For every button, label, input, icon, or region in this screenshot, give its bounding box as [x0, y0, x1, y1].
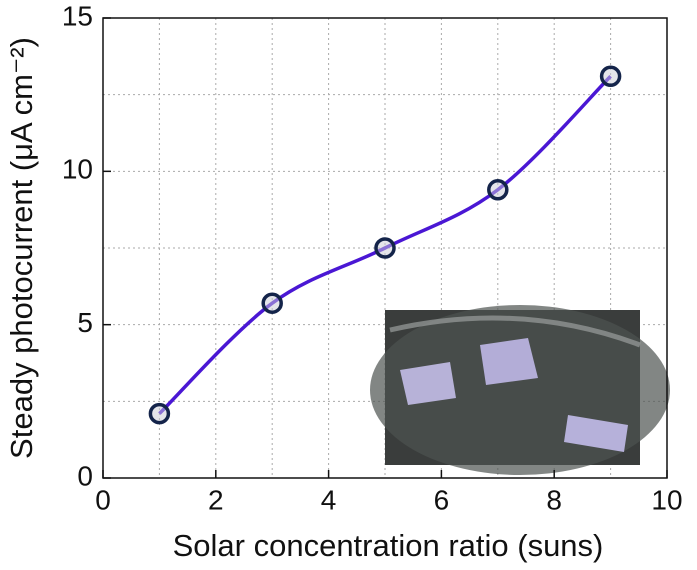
x-tick-label: 2: [208, 484, 224, 515]
x-tick-label: 0: [95, 484, 111, 515]
x-tick-label: 6: [434, 484, 450, 515]
x-tick-label: 8: [546, 484, 562, 515]
y-tick-label: 10: [62, 154, 93, 185]
data-point: [374, 237, 396, 259]
y-tick-label: 15: [62, 0, 93, 31]
plot-frame: [102, 17, 668, 479]
y-axis-label: Steady photocurrent (μA cm⁻²): [4, 37, 39, 459]
x-tick-label: 10: [651, 484, 682, 515]
x-tick-label: 4: [321, 484, 337, 515]
data-point: [148, 402, 171, 425]
data-point: [599, 65, 622, 88]
data-point: [487, 178, 509, 201]
data-point: [261, 292, 283, 314]
inset-photo: [370, 305, 670, 475]
x-axis-label: Solar concentration ratio (suns): [173, 528, 604, 563]
y-tick-label: 0: [77, 460, 93, 491]
y-tick-label: 5: [77, 307, 93, 338]
